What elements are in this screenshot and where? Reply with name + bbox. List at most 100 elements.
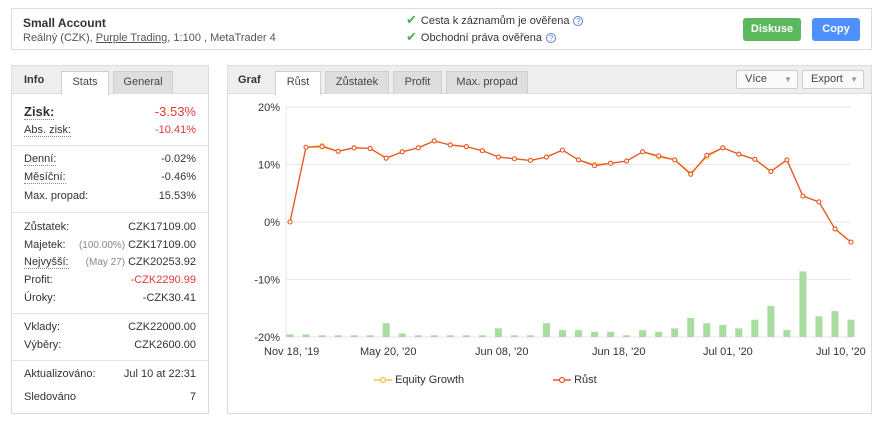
growth-point (415, 145, 421, 151)
growth-point (832, 226, 838, 232)
volume-bar (607, 331, 615, 337)
copy-button[interactable]: Copy (812, 18, 860, 41)
growth-point (704, 152, 710, 158)
legend-growth[interactable]: Růst (553, 374, 597, 386)
growth-point (367, 145, 373, 151)
stat-label: Měsíční: (24, 171, 66, 184)
volume-bar (302, 334, 310, 337)
growth-point (511, 156, 517, 162)
tab-profit[interactable]: Profit (393, 71, 442, 94)
volume-bar (623, 335, 631, 337)
volume-bar (639, 330, 647, 337)
growth-point (640, 149, 646, 155)
volume-bar (430, 335, 438, 337)
volume-bar (719, 324, 727, 337)
info-tabs: Info Stats General (12, 66, 208, 95)
growth-point (688, 171, 694, 177)
volume-bar (783, 330, 791, 337)
legend-equity-growth[interactable]: Equity Growth (374, 374, 464, 386)
tab-stats[interactable]: Stats (61, 71, 109, 95)
volume-bar (446, 335, 454, 337)
growth-point (736, 151, 742, 157)
growth-point (672, 157, 678, 163)
export-dropdown[interactable]: Export ▼ (802, 70, 864, 89)
stat-label: Abs. zisk: (24, 124, 72, 137)
volume-bar (542, 323, 550, 337)
stat-value: CZK2600.00 (134, 339, 196, 351)
growth-point (800, 193, 806, 199)
volume-bar (671, 328, 679, 337)
growth-point (479, 148, 485, 154)
volume-bar (366, 335, 374, 337)
stat-label: Sledováno (24, 391, 76, 403)
growth-point (559, 147, 566, 153)
volume-bar (334, 335, 342, 337)
tab-growth[interactable]: Růst (275, 71, 321, 95)
volume-bar (286, 334, 294, 337)
stat-note: (100.00%) (78, 240, 126, 251)
growth-line (289, 140, 852, 243)
account-leverage-platform: , 1:100 , MetaTrader 4 (167, 32, 276, 44)
stat-sledovano: Sledováno 7 (24, 391, 196, 407)
stat-label: Nejvyšší: (24, 256, 69, 269)
stat-value: CZK20253.92 (128, 256, 196, 268)
volume-bar (575, 330, 583, 337)
stat-value: Jul 10 at 22:31 (123, 368, 196, 380)
stat-aktualizovano: Aktualizováno: Jul 10 at 22:31 (24, 368, 196, 384)
growth-point (335, 148, 341, 154)
volume-bar (847, 319, 855, 337)
stat-value: 7 (189, 391, 196, 403)
volume-bar (478, 335, 486, 337)
growth-point (591, 163, 598, 169)
volume-bar (831, 311, 839, 337)
growth-point (463, 144, 469, 150)
y-tick-label: -10% (254, 275, 280, 287)
x-tick-label: Nov 18, '19 (264, 346, 319, 358)
growth-point (784, 157, 790, 163)
legend-growth-label: Růst (574, 374, 597, 386)
volume-bar (494, 328, 502, 337)
help-icon[interactable]: ? (573, 16, 584, 27)
legend-equity-label: Equity Growth (395, 374, 465, 386)
x-tick-label: Jul 10, '20 (816, 346, 866, 358)
tab-general[interactable]: General (113, 71, 173, 94)
growth-point (431, 138, 437, 144)
stat-profit: Profit: -CZK2290.99 (24, 274, 196, 290)
y-tick-label: 0% (264, 217, 280, 229)
track-record-verified: ✔ Cesta k záznamům je ověřena? (406, 12, 584, 28)
tab-max-drawdown[interactable]: Max. propad (446, 71, 528, 94)
x-tick-label: Jul 01, '20 (703, 346, 753, 358)
stat-label: Denní: (24, 153, 57, 166)
account-subtitle: Reálný (CZK), Purple Trading, 1:100 , Me… (23, 32, 276, 44)
volume-bar (767, 305, 775, 337)
y-tick-label: 10% (258, 160, 280, 172)
stat-value: CZK22000.00 (128, 321, 196, 333)
divider (12, 145, 208, 146)
stat-mesicni: Měsíční: -0.46% (24, 171, 196, 187)
more-dropdown-label: Více (745, 73, 768, 85)
trading-privileges-verified: ✔ Obchodní práva ověřena? (406, 29, 556, 45)
stat-note: (May 27) (85, 257, 126, 268)
info-panel: Info Stats General Zisk: -3.53% Abs. zisk… (11, 65, 209, 414)
tab-balance[interactable]: Zůstatek (325, 71, 389, 94)
stat-value: 15.53% (158, 190, 196, 202)
legend-equity-marker (374, 376, 392, 384)
export-dropdown-label: Export (811, 73, 843, 85)
account-type: Reálný (CZK), (23, 32, 96, 44)
trading-privileges-verified-label: Obchodní práva ověřena (420, 32, 542, 44)
volume-bar (398, 333, 406, 337)
stat-value: -3.53% (154, 104, 196, 119)
more-dropdown[interactable]: Více ▼ (736, 70, 798, 89)
volume-bar (414, 335, 422, 337)
growth-point (848, 239, 854, 245)
help-icon[interactable]: ? (546, 33, 556, 44)
growth-point (527, 157, 533, 164)
volume-bar (751, 319, 759, 337)
growth-point (768, 168, 774, 174)
growth-point (399, 149, 405, 155)
discuss-button[interactable]: Diskuse (743, 18, 801, 41)
broker-link[interactable]: Purple Trading (95, 32, 168, 44)
volume-bar (462, 335, 470, 337)
growth-point (656, 153, 662, 159)
stat-label: Max. propad: (24, 190, 89, 202)
